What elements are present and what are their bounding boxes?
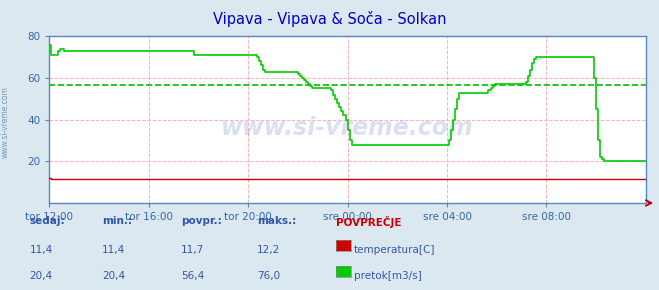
- Text: 20,4: 20,4: [30, 271, 53, 281]
- Text: www.si-vreme.com: www.si-vreme.com: [221, 116, 474, 140]
- Text: POVPREČJE: POVPREČJE: [336, 216, 401, 228]
- Text: 11,4: 11,4: [30, 245, 53, 255]
- Text: pretok[m3/s]: pretok[m3/s]: [354, 271, 422, 281]
- Text: temperatura[C]: temperatura[C]: [354, 245, 436, 255]
- Text: 12,2: 12,2: [257, 245, 280, 255]
- Text: Vipava - Vipava & Soča - Solkan: Vipava - Vipava & Soča - Solkan: [213, 11, 446, 27]
- Text: 76,0: 76,0: [257, 271, 280, 281]
- Text: 11,7: 11,7: [181, 245, 204, 255]
- Text: min.:: min.:: [102, 216, 132, 226]
- Text: povpr.:: povpr.:: [181, 216, 222, 226]
- Text: www.si-vreme.com: www.si-vreme.com: [1, 86, 10, 158]
- Text: 11,4: 11,4: [102, 245, 125, 255]
- Text: 56,4: 56,4: [181, 271, 204, 281]
- Text: sedaj:: sedaj:: [30, 216, 65, 226]
- Text: 20,4: 20,4: [102, 271, 125, 281]
- Text: maks.:: maks.:: [257, 216, 297, 226]
